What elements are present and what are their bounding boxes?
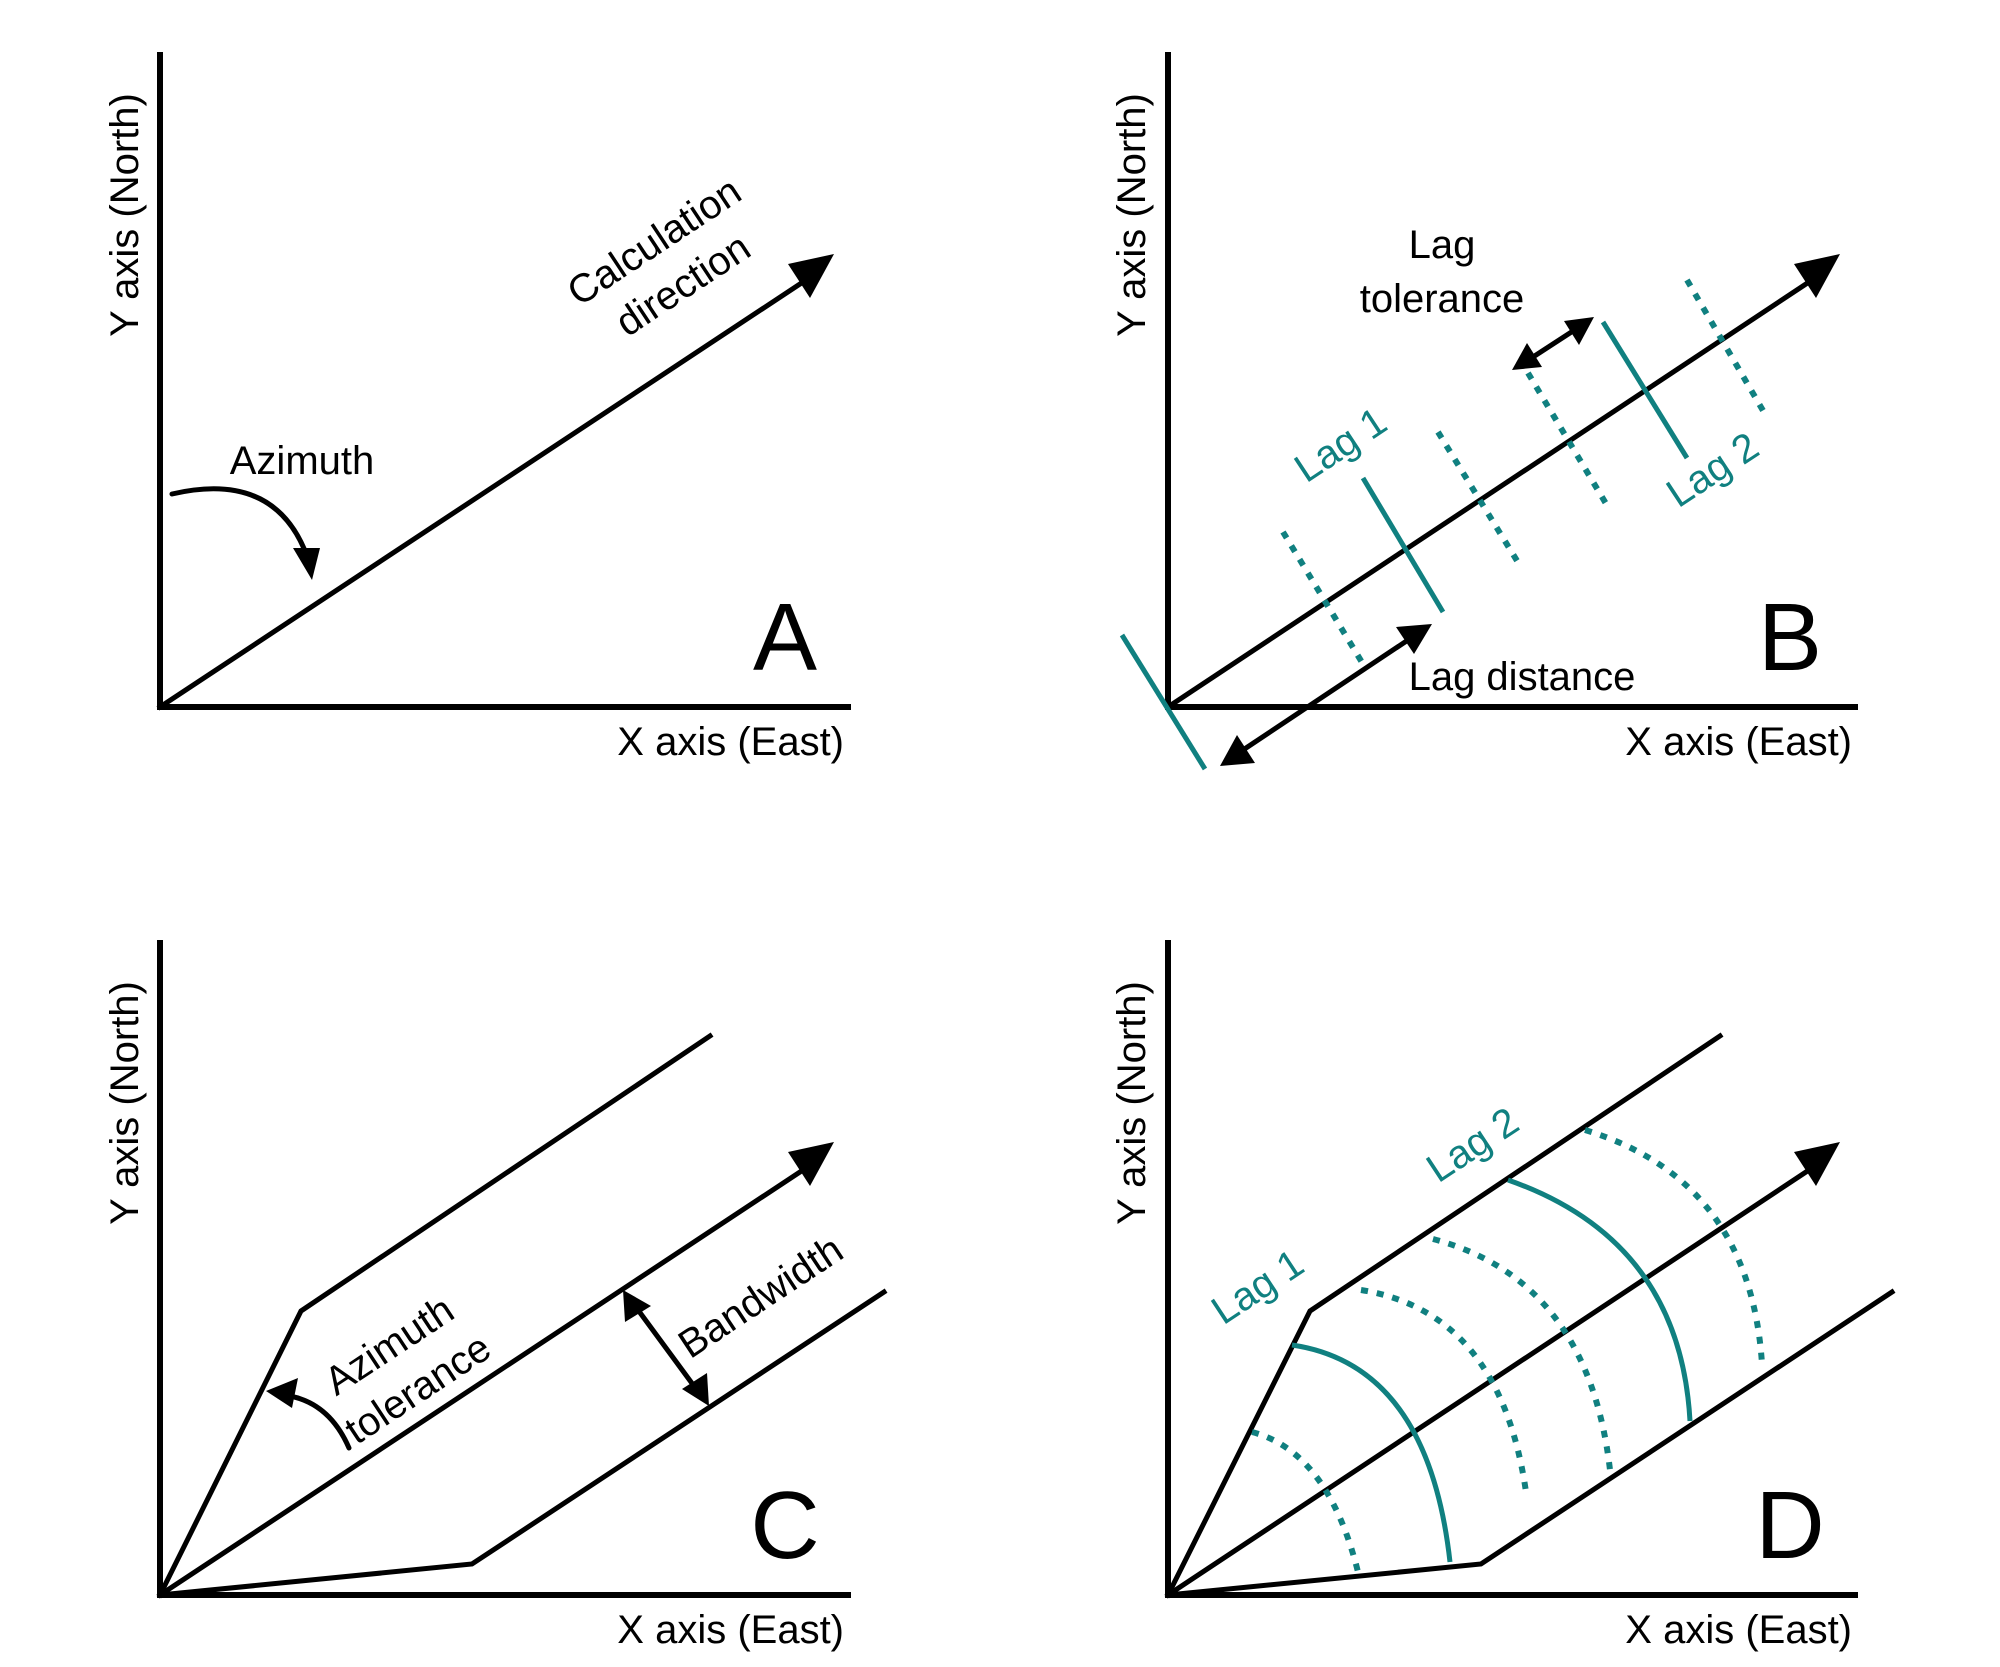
panel-b-tolerance-line — [1684, 278, 1768, 416]
panel-b-lag-tolerance-arrowhead-start — [1512, 343, 1542, 370]
panel-d-tolerance-arc — [1251, 1429, 1361, 1573]
panel-d-upper-tolerance-boundary — [1164, 1032, 1724, 1599]
panel-b-y-axis-label: Y axis (North) — [1110, 93, 1154, 337]
panel-d-tolerance-arc — [1432, 1236, 1613, 1471]
panel-c-azimuth-tolerance-arc — [287, 1393, 352, 1451]
panel-c-bandwidth-arrowhead-end — [682, 1373, 709, 1406]
panel-a-y-axis-label: Y axis (North) — [103, 93, 147, 337]
panel-b-lag-distance-label: Lag distance — [1409, 655, 1636, 699]
panel-a-letter: A — [753, 584, 817, 691]
panel-a-calculation-direction-line — [156, 276, 810, 711]
panel-b-lag-tolerance-arrowhead-end — [1564, 317, 1594, 345]
panel-d-letter: D — [1755, 1472, 1824, 1579]
panel-c-calculation-direction-line — [156, 1164, 810, 1599]
panel-a-azimuth-arrowhead — [293, 548, 320, 580]
panel-d-tolerance-arc — [1360, 1287, 1529, 1493]
panel-d-y-axis-label: Y axis (North) — [1110, 981, 1154, 1225]
panel-b-lag-tolerance-label-line2: tolerance — [1360, 277, 1525, 321]
panel-a-direction-arrowhead — [788, 254, 834, 298]
panel-c-direction-arrowhead — [788, 1142, 834, 1186]
panel-d: Lag 1 Lag 2 D X axis (East) Y axis (Nort… — [1110, 940, 1896, 1652]
panel-b-lag1-label: Lag 1 — [1287, 399, 1395, 491]
panel-b-x-axis-label: X axis (East) — [1625, 720, 1852, 764]
panel-b-lag-tolerance-arrow — [1529, 327, 1577, 361]
panel-c-upper-tolerance-boundary — [156, 1032, 714, 1599]
panel-b-axes — [1165, 52, 1858, 710]
panel-c-y-axis-label: Y axis (North) — [103, 981, 147, 1225]
panel-c-bandwidth-arrowhead-start — [623, 1290, 651, 1322]
panel-c-lower-tolerance-boundary — [157, 1288, 888, 1598]
panel-b-tolerance-line — [1435, 430, 1522, 566]
panel-b-lag-distance-arrowhead-end — [1396, 624, 1432, 654]
panel-b-tolerance-line — [1525, 371, 1611, 509]
panel-b-tolerance-line — [1280, 530, 1366, 666]
panel-d-lag1-label: Lag 1 — [1204, 1241, 1312, 1333]
panel-a-axes — [157, 52, 851, 710]
panel-c: Azimuth tolerance Bandwidth C X axis (Ea… — [103, 940, 888, 1652]
panel-b-lag1-line — [1360, 476, 1446, 614]
panel-b: Lag tolerance Lag 1 Lag 2 Lag distance B… — [1110, 52, 1858, 771]
panel-d-lag2-arc — [1507, 1177, 1693, 1422]
panel-a-azimuth-arc — [169, 486, 310, 559]
panel-b-lag-distance-arrowhead-start — [1220, 735, 1255, 766]
panel-a-azimuth-label: Azimuth — [230, 439, 375, 483]
panel-b-letter: B — [1758, 584, 1822, 691]
panel-d-direction-arrowhead — [1794, 1142, 1840, 1186]
panel-d-lower-tolerance-boundary — [1165, 1288, 1896, 1598]
panel-a-x-axis-label: X axis (East) — [617, 720, 844, 764]
panel-c-bandwidth-arrow — [637, 1310, 695, 1386]
panel-b-lag-distance-arrow — [1239, 636, 1412, 754]
panel-b-direction-arrowhead — [1794, 254, 1840, 298]
panel-c-bandwidth-label: Bandwidth — [671, 1227, 851, 1367]
panel-c-x-axis-label: X axis (East) — [617, 1608, 844, 1652]
panel-b-lag-tolerance-label-line1: Lag — [1409, 223, 1476, 267]
panel-c-azimuth-tolerance-arrowhead — [266, 1378, 298, 1408]
panel-c-axes — [157, 940, 851, 1598]
panel-b-origin-lag-line — [1119, 633, 1208, 771]
panel-b-calculation-direction-line — [1164, 276, 1816, 711]
panel-d-lag1-arc — [1291, 1342, 1453, 1563]
panel-d-x-axis-label: X axis (East) — [1625, 1608, 1852, 1652]
panel-b-lag2-line — [1600, 320, 1690, 460]
panel-a: Azimuth Calculation direction A X axis (… — [103, 52, 851, 764]
panel-c-letter: C — [750, 1472, 819, 1579]
